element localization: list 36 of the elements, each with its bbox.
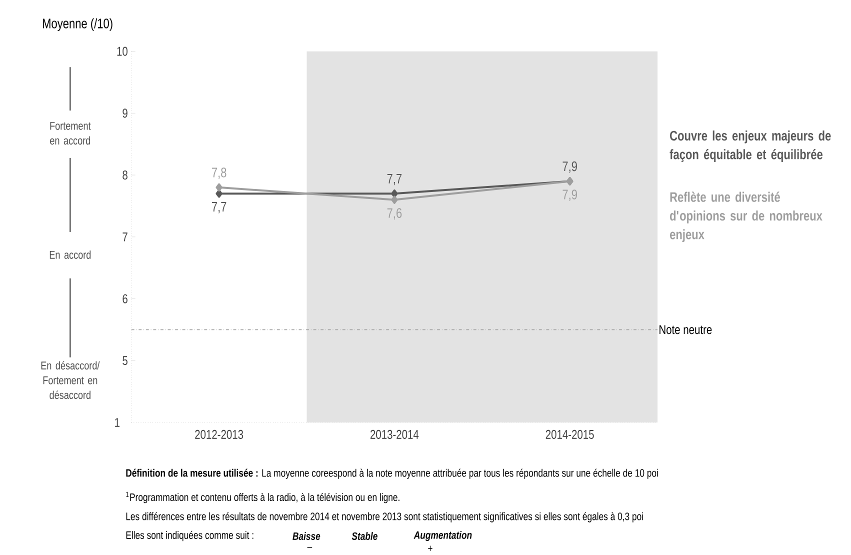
text: Stable (352, 532, 378, 540)
text: En désaccord/ Fortement en désaccord (41, 361, 100, 400)
y-tick-label: 8 (122, 170, 128, 180)
y-tick-label: 5 (122, 356, 128, 366)
text: + (428, 546, 432, 552)
x-tick-label: 2014-2015 (546, 430, 594, 440)
point (216, 190, 222, 198)
data-label: 7,7 (387, 174, 402, 186)
y-tick-label: 9 (122, 108, 128, 118)
y-tick-label: 7 (122, 232, 128, 242)
ref-line-label: Note neutre (660, 325, 712, 334)
point (216, 183, 222, 192)
data-label: 7,7 (212, 202, 226, 214)
y-tick-label: 6 (122, 294, 128, 304)
y-axis-title: Moyenne (/10) (42, 18, 112, 32)
x-tick-label: 2013-2014 (370, 430, 419, 440)
text: Fortement en accord (50, 122, 91, 145)
x-tick-label: 2012-2013 (195, 430, 244, 440)
text: 1 (115, 418, 120, 427)
text: Baisse (292, 532, 320, 540)
y-tick-label: 10 (117, 46, 128, 56)
point (391, 190, 398, 198)
data-label: 7,9 (562, 190, 577, 202)
text: Augmentation (414, 531, 472, 542)
text: Couvre les enjeux majeurs de façon équitable et équilibrée (670, 130, 831, 162)
text: Reflète une diversité d'opinions sur de nombreux enjeux (670, 192, 822, 242)
text: Les différences entre les résultats de novembre 2014 et novembre 2013 sont statistiquement significatives si elles sont égales à 0,3 poi (126, 512, 643, 522)
text: – (307, 547, 312, 548)
data-label: 7,8 (212, 168, 226, 180)
text: Elles sont indiquées comme suit : (126, 531, 254, 542)
text: $^{1}$Programmation et contenu offerts à la radio, à la télévision ou en ligne. (126, 492, 400, 504)
data-label: 7,9 (562, 162, 577, 173)
text: Définition de la mesure utilisée : La moyenne coreespond à la note moyenne attribuée par tous les répondants sur une échelle de 10 poi (126, 468, 658, 480)
text: En accord (50, 250, 91, 259)
point (391, 196, 398, 204)
data-label: 7,6 (387, 208, 402, 220)
